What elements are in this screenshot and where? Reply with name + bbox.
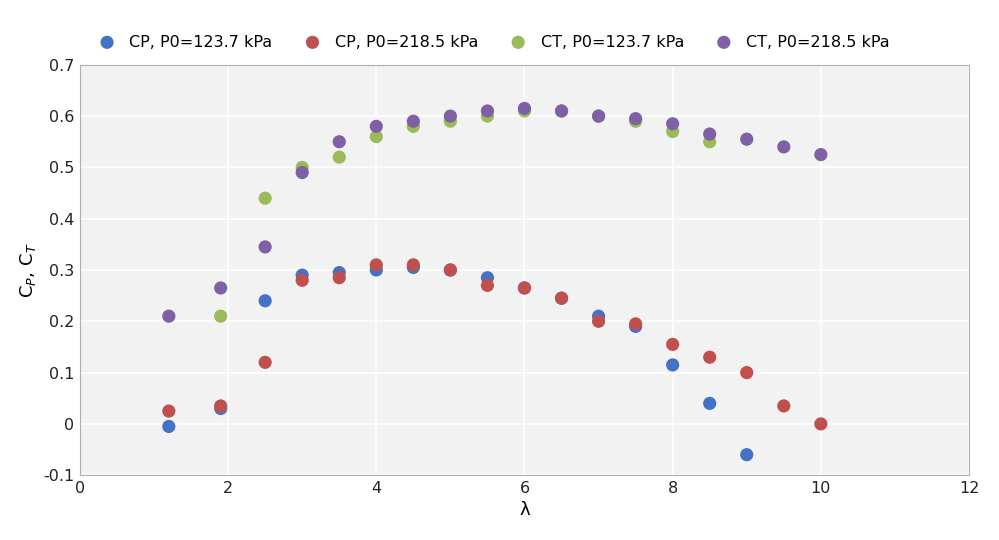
CT, P0=123.7 kPa bbox=[332, 153, 348, 161]
CT, P0=123.7 kPa bbox=[213, 312, 229, 321]
CP, P0=123.7 kPa bbox=[738, 450, 755, 459]
CP, P0=218.5 kPa bbox=[813, 420, 829, 428]
CT, P0=123.7 kPa bbox=[406, 122, 422, 131]
CP, P0=123.7 kPa bbox=[553, 294, 569, 302]
CT, P0=218.5 kPa bbox=[627, 114, 643, 123]
CT, P0=218.5 kPa bbox=[590, 112, 606, 120]
CP, P0=218.5 kPa bbox=[257, 358, 273, 367]
CT, P0=218.5 kPa bbox=[813, 150, 829, 159]
CT, P0=218.5 kPa bbox=[701, 130, 717, 138]
CP, P0=123.7 kPa bbox=[701, 399, 717, 408]
CT, P0=218.5 kPa bbox=[294, 168, 310, 177]
CP, P0=123.7 kPa bbox=[294, 271, 310, 280]
CT, P0=218.5 kPa bbox=[369, 122, 385, 131]
CT, P0=218.5 kPa bbox=[553, 107, 569, 116]
CT, P0=123.7 kPa bbox=[369, 132, 385, 141]
CP, P0=123.7 kPa bbox=[590, 312, 606, 321]
CT, P0=218.5 kPa bbox=[257, 242, 273, 251]
CP, P0=218.5 kPa bbox=[664, 340, 680, 349]
CT, P0=218.5 kPa bbox=[161, 312, 177, 321]
CT, P0=123.7 kPa bbox=[627, 117, 643, 126]
CP, P0=218.5 kPa bbox=[701, 353, 717, 362]
CP, P0=123.7 kPa bbox=[257, 296, 273, 305]
CT, P0=123.7 kPa bbox=[480, 112, 496, 120]
CP, P0=218.5 kPa bbox=[161, 407, 177, 415]
CP, P0=218.5 kPa bbox=[553, 294, 569, 302]
CP, P0=218.5 kPa bbox=[480, 281, 496, 289]
CP, P0=123.7 kPa bbox=[332, 268, 348, 277]
CT, P0=218.5 kPa bbox=[443, 112, 459, 120]
CP, P0=123.7 kPa bbox=[369, 266, 385, 274]
CT, P0=218.5 kPa bbox=[516, 104, 532, 113]
CT, P0=123.7 kPa bbox=[553, 107, 569, 116]
CT, P0=218.5 kPa bbox=[738, 135, 755, 144]
CP, P0=123.7 kPa bbox=[406, 263, 422, 272]
CT, P0=123.7 kPa bbox=[664, 127, 680, 136]
CT, P0=218.5 kPa bbox=[776, 143, 792, 151]
CP, P0=123.7 kPa bbox=[161, 422, 177, 431]
CP, P0=218.5 kPa bbox=[332, 273, 348, 282]
CT, P0=123.7 kPa bbox=[590, 112, 606, 120]
CP, P0=218.5 kPa bbox=[369, 260, 385, 269]
CT, P0=123.7 kPa bbox=[701, 137, 717, 146]
CP, P0=218.5 kPa bbox=[443, 266, 459, 274]
CP, P0=123.7 kPa bbox=[443, 266, 459, 274]
CP, P0=218.5 kPa bbox=[294, 276, 310, 285]
CT, P0=218.5 kPa bbox=[213, 284, 229, 292]
X-axis label: λ: λ bbox=[519, 501, 529, 519]
CP, P0=218.5 kPa bbox=[590, 317, 606, 326]
Y-axis label: C$_{P}$, C$_{T}$: C$_{P}$, C$_{T}$ bbox=[18, 242, 38, 298]
CT, P0=123.7 kPa bbox=[443, 117, 459, 126]
CP, P0=218.5 kPa bbox=[776, 402, 792, 410]
CT, P0=218.5 kPa bbox=[332, 137, 348, 146]
CT, P0=123.7 kPa bbox=[257, 194, 273, 202]
CP, P0=123.7 kPa bbox=[480, 273, 496, 282]
CT, P0=218.5 kPa bbox=[664, 119, 680, 128]
CP, P0=218.5 kPa bbox=[213, 402, 229, 410]
Legend: CP, P0=123.7 kPa, CP, P0=218.5 kPa, CT, P0=123.7 kPa, CT, P0=218.5 kPa: CP, P0=123.7 kPa, CP, P0=218.5 kPa, CT, … bbox=[88, 31, 893, 53]
CP, P0=123.7 kPa bbox=[627, 322, 643, 330]
CP, P0=123.7 kPa bbox=[664, 361, 680, 369]
CP, P0=218.5 kPa bbox=[406, 260, 422, 269]
CP, P0=123.7 kPa bbox=[516, 284, 532, 292]
CP, P0=218.5 kPa bbox=[738, 368, 755, 377]
CT, P0=123.7 kPa bbox=[516, 107, 532, 116]
CP, P0=218.5 kPa bbox=[627, 320, 643, 328]
CP, P0=218.5 kPa bbox=[516, 284, 532, 292]
CP, P0=123.7 kPa bbox=[213, 404, 229, 413]
CT, P0=218.5 kPa bbox=[480, 107, 496, 116]
CT, P0=218.5 kPa bbox=[406, 117, 422, 126]
CT, P0=123.7 kPa bbox=[294, 163, 310, 172]
